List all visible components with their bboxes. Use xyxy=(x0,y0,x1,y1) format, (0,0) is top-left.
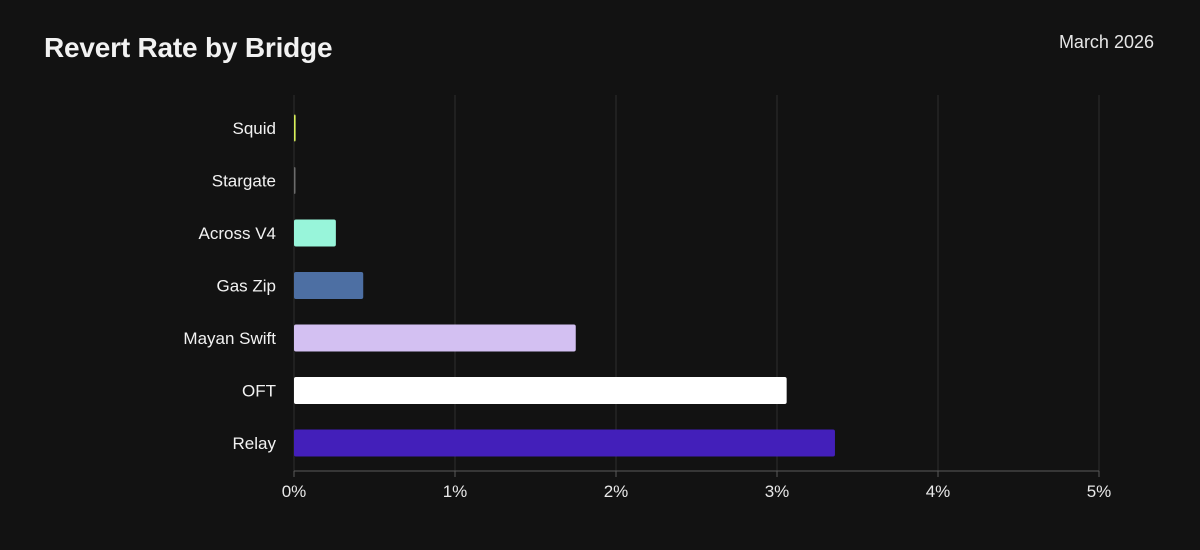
bar-stargate xyxy=(294,167,296,194)
chart-title: Revert Rate by Bridge xyxy=(44,32,333,63)
bar-oft xyxy=(294,377,787,404)
x-tick-label: 4% xyxy=(926,482,951,501)
x-tick-label: 1% xyxy=(443,482,468,501)
category-label: Gas Zip xyxy=(216,277,276,296)
bar-across-v4 xyxy=(294,219,336,247)
category-label: Mayan Swift xyxy=(183,329,276,348)
x-tick-label: 5% xyxy=(1087,482,1112,501)
chart-date: March 2026 xyxy=(1058,32,1154,52)
bar-gas-zip xyxy=(294,272,364,299)
bar-relay xyxy=(294,429,835,457)
x-tick-label: 0% xyxy=(282,482,307,501)
category-label: Relay xyxy=(233,434,277,453)
bar-squid xyxy=(294,114,296,142)
category-label: Squid xyxy=(233,119,276,138)
category-label: Stargate xyxy=(212,172,276,191)
x-tick-label: 2% xyxy=(604,482,629,501)
category-label: Across V4 xyxy=(199,224,276,243)
bar-mayan-swift xyxy=(294,324,576,352)
category-label: OFT xyxy=(242,382,276,401)
x-tick-label: 3% xyxy=(765,482,790,501)
